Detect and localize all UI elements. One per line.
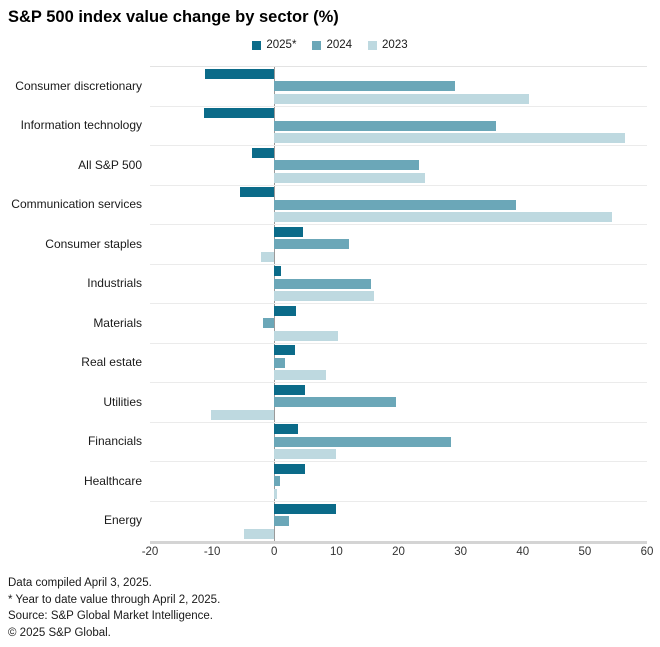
bar-2024	[274, 199, 516, 210]
legend-label: 2025*	[266, 39, 297, 51]
bar-2024	[274, 357, 286, 368]
bar-2023	[244, 528, 275, 539]
bar-2023	[274, 212, 613, 223]
bar-row	[150, 423, 647, 462]
bar-row	[150, 146, 647, 186]
bar-2023	[260, 251, 275, 262]
plot-area	[150, 66, 647, 544]
footnote-source: Source: S&P Global Market Intelligence.	[8, 610, 213, 622]
bar-2025	[274, 305, 296, 316]
bar-2024	[274, 397, 396, 408]
category-label: Communication services	[11, 197, 142, 212]
bar-2024	[274, 239, 349, 250]
category-label: Energy	[103, 513, 142, 528]
chart-title: S&P 500 index value change by sector (%)	[8, 8, 339, 26]
bar-2025	[274, 266, 282, 277]
category-label: Utilities	[103, 394, 142, 409]
bar-2023	[274, 133, 625, 144]
category-label: Real estate	[81, 355, 142, 370]
bar-2024	[274, 120, 497, 131]
bar-2023	[210, 409, 275, 420]
footnote-copyright: © 2025 S&P Global.	[8, 626, 111, 639]
category-label: Healthcare	[83, 473, 142, 488]
bar-2024	[274, 476, 281, 487]
bar-2025	[204, 68, 275, 79]
bar-2023	[274, 488, 277, 499]
bar-row	[150, 462, 647, 502]
bar-2025	[274, 384, 305, 395]
bar-row	[150, 502, 647, 542]
legend-item: 2024	[312, 39, 352, 51]
bar-2025	[274, 345, 296, 356]
bar-2024	[274, 516, 290, 527]
x-tick-label: 10	[329, 546, 343, 558]
category-label: Materials	[93, 315, 142, 330]
bar-2023	[274, 330, 338, 341]
footnote-compiled: Data compiled April 3, 2025.	[8, 577, 152, 589]
bar-2025	[251, 147, 275, 158]
x-tick-label: 60	[640, 546, 654, 558]
bar-2023	[274, 172, 425, 183]
x-tick-label: -10	[203, 546, 221, 558]
footnotes: Data compiled April 3, 2025. * Year to d…	[8, 575, 220, 641]
bar-2024	[274, 160, 419, 171]
category-label: Industrials	[87, 276, 142, 291]
bar-2024	[274, 278, 372, 289]
bar-row	[150, 383, 647, 423]
category-label: Consumer staples	[45, 236, 142, 251]
x-tick-label: 50	[578, 546, 592, 558]
footnote-ytd: * Year to date value through April 2, 20…	[8, 593, 221, 606]
legend-item: 2025*	[252, 39, 296, 51]
bar-2023	[274, 370, 326, 381]
bar-row	[150, 304, 647, 344]
bar-2025	[274, 226, 304, 237]
bar-2023	[274, 449, 336, 460]
bar-row	[150, 67, 647, 107]
zero-baseline	[273, 67, 275, 541]
x-axis: -20 -10 0 10 20 30 40 50 60	[142, 546, 654, 562]
legend: 2025* 2024 2023	[0, 39, 660, 51]
bar-2023	[274, 93, 529, 104]
bar-2025	[274, 463, 305, 474]
legend-label: 2023	[382, 39, 408, 51]
legend-swatch-icon	[368, 40, 378, 50]
bar-row	[150, 344, 647, 383]
legend-swatch-icon	[312, 40, 322, 50]
legend-item: 2023	[368, 39, 408, 51]
x-tick-label: 30	[454, 546, 468, 558]
x-tick-label: -20	[141, 546, 159, 558]
bar-2025	[274, 503, 337, 514]
bar-row	[150, 225, 647, 265]
bar-2024	[263, 318, 275, 329]
bar-2023	[274, 291, 374, 302]
category-label: Information technology	[20, 118, 142, 133]
bar-row	[150, 186, 647, 225]
category-label: All S&P 500	[78, 157, 142, 172]
bar-2025	[204, 108, 275, 119]
bar-row	[150, 107, 647, 146]
bar-2025	[240, 187, 275, 198]
bar-2025	[274, 424, 299, 435]
bar-2024	[274, 81, 456, 92]
bar-2024	[274, 436, 451, 447]
category-label: Financials	[87, 434, 142, 449]
legend-swatch-icon	[252, 40, 262, 50]
bar-row	[150, 265, 647, 304]
legend-label: 2024	[326, 39, 353, 51]
x-tick-label: 0	[271, 546, 278, 558]
category-axis: Consumer discretionary Information techno…	[0, 66, 142, 540]
x-tick-label: 40	[516, 546, 530, 558]
x-tick-label: 20	[392, 546, 405, 558]
category-label: Consumer discretionary	[15, 78, 142, 93]
